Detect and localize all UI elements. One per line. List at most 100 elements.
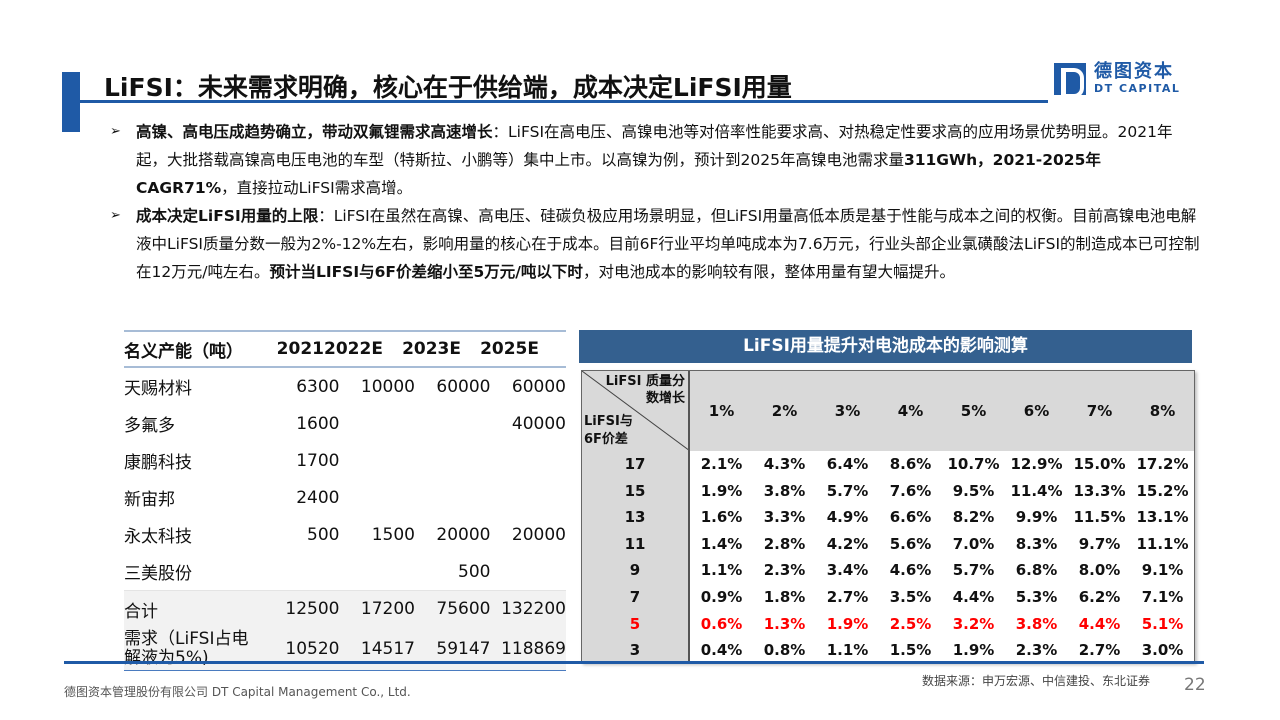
table-cell: 75600 [436,599,491,619]
row-label: 新宙邦 [124,490,175,510]
impact-cell: 1.9% [952,641,995,660]
impact-cell: 9.5% [952,481,995,500]
impact-cell: 5.7% [952,561,995,580]
title-accent-bar [62,72,80,132]
impact-cell: 17.2% [1136,455,1189,473]
impact-row: 7 0.9% 1.8% 2.7% 3.5% 4.4% 5.3% 6.2% 7.1% [582,583,1194,611]
impact-cell: 15.0% [1073,455,1126,473]
impact-cell: 4.4% [1078,614,1121,633]
table-cell: 2400 [296,487,340,508]
impact-cell: 1.5% [889,641,932,660]
impact-cell: 2.7% [1078,641,1121,660]
impact-cell: 6.2% [1078,587,1121,606]
impact-cell: 4.9% [826,508,869,527]
logo-en-text: DT CAPITAL [1094,82,1181,95]
row-label: 天赐材料 [124,379,192,399]
table-cell: 1600 [296,413,340,434]
company-logo: 德图资本 DT CAPITAL [1054,61,1181,98]
row-header: 7 [582,583,690,611]
capacity-table-row: 天赐材料 6300 10000 60000 60000 [124,368,566,405]
table-cell: 20000 [436,524,491,545]
impact-row: 15 1.9% 3.8% 5.7% 7.6% 9.5% 11.4% 13.3% 15.2% [582,477,1194,505]
table-cell: 60000 [436,376,491,397]
bullet-list: ➢ 高镍、高电压成趋势确立，带动双氟锂需求高速增长：LiFSI在高电压、高镍电池… [110,118,1200,286]
impact-cell: 8.0% [1078,561,1121,580]
impact-cell: 9.1% [1141,561,1184,580]
impact-cell: 6.4% [826,455,869,473]
impact-cell: 5.6% [889,534,932,553]
column-header: 1% [708,402,735,420]
impact-cell: 8.3% [1015,534,1058,553]
impact-cell: 2.3% [1015,641,1058,660]
capacity-table-row: 康鹏科技 1700 [124,442,566,479]
impact-cell: 0.6% [700,614,743,633]
logo-cn-text: 德图资本 [1094,61,1174,82]
impact-cell: 1.4% [700,534,743,553]
impact-cell: 3.2% [952,614,995,633]
table-cell: 59147 [436,638,491,659]
impact-row: 13 1.6% 3.3% 4.9% 6.6% 8.2% 9.9% 11.5% 13.1% [582,504,1194,531]
row-label: 多氟多 [124,416,175,436]
impact-cell: 2.3% [763,561,806,580]
bullet-heading: 高镍、高电压成趋势确立，带动双氟锂需求高速增长 [136,123,493,141]
impact-cell: 3.4% [826,561,869,580]
impact-cell: 1.9% [826,614,869,633]
header-cell: 2025E [480,339,539,359]
footer-company: 德图资本管理股份有限公司 DT Capital Management Co., … [64,685,411,699]
impact-cell: 4.3% [763,455,806,473]
data-source: 数据来源：申万宏源、中信建投、东北证券 [922,674,1151,688]
impact-cell: 3.3% [763,508,806,527]
bullet-text: ，对电池成本的影响较有限，整体用量有望大幅提升。 [582,263,955,281]
impact-cell: 8.6% [889,455,932,473]
header-cell: 名义产能（吨） [124,341,243,362]
row-header: 3 [582,637,690,664]
row-header: 15 [582,477,690,505]
impact-table: LiFSI 质量分 数增长 LiFSI与 6F价差 1% 2% 3% 4% 5% 6% 7% 8%… [581,370,1195,664]
impact-cell: 15.2% [1136,481,1189,500]
header-cell: 2023E [402,339,461,359]
page-title: LiFSI：未来需求明确，核心在于供给端，成本决定LiFSI用量 [104,73,792,102]
impact-row: 11 1.4% 2.8% 4.2% 5.6% 7.0% 8.3% 9.7% 11.1% [582,530,1194,558]
page-number: 22 [1184,675,1206,695]
column-header: 4% [897,402,924,420]
impact-cell: 7.0% [952,534,995,553]
capacity-table-row: 三美股份 500 [124,553,566,590]
impact-cell: 1.1% [826,641,869,660]
title-underline [80,100,1048,103]
row-header: 13 [582,504,690,531]
corner-bottom-label: LiFSI与 [584,414,633,429]
impact-cell: 2.7% [826,587,869,606]
column-header: 3% [834,402,861,420]
header-cell: 2021 [276,339,324,359]
impact-row-highlighted: 5 0.6% 1.3% 1.9% 2.5% 3.2% 3.8% 4.4% 5.1% [582,610,1194,638]
column-header: 8% [1149,402,1176,420]
impact-cell: 1.6% [700,508,743,527]
capacity-table: 名义产能（吨） 2021 2022E 2023E 2025E 天赐材料 6300 1… [124,330,566,671]
impact-table-header: LiFSI 质量分 数增长 LiFSI与 6F价差 1% 2% 3% 4% 5% 6% 7% 8% [582,371,1194,451]
impact-cell: 1.8% [763,587,806,606]
impact-row: 17 2.1% 4.3% 6.4% 8.6% 10.7% 12.9% 15.0% 17.2% [582,451,1194,478]
impact-cell: 0.8% [763,641,806,660]
bullet-text: ：LiFSI在虽然在高镍、高电压、硅碳负极应用场景明显，但LiFSI用量高低本质… [136,207,1200,281]
capacity-total-row: 合计 12500 17200 75600 132200 [124,590,566,627]
impact-table-title: LiFSI用量提升对电池成本的影响测算 [579,330,1192,363]
column-header: 5% [960,402,987,420]
impact-cell: 11.4% [1010,481,1063,500]
row-label: 康鹏科技 [124,453,192,473]
impact-cell: 0.9% [700,587,743,606]
impact-cell: 3.5% [889,587,932,606]
impact-cell: 2.5% [889,614,932,633]
impact-cell: 0.4% [700,641,743,660]
column-header: 6% [1023,402,1050,420]
impact-cell: 9.7% [1078,534,1121,553]
table-cell: 1700 [296,450,340,471]
impact-cell: 11.1% [1136,534,1189,553]
impact-row: 9 1.1% 2.3% 3.4% 4.6% 5.7% 6.8% 8.0% 9.1% [582,557,1194,584]
row-header: 11 [582,530,690,558]
table-cell: 10000 [360,376,415,397]
table-cell: 10520 [285,638,340,659]
impact-cell: 5.7% [826,481,869,500]
capacity-table-header: 名义产能（吨） 2021 2022E 2023E 2025E [124,330,566,368]
row-header: 5 [582,610,690,638]
impact-corner-cell: LiFSI 质量分 数增长 LiFSI与 6F价差 [582,371,690,451]
